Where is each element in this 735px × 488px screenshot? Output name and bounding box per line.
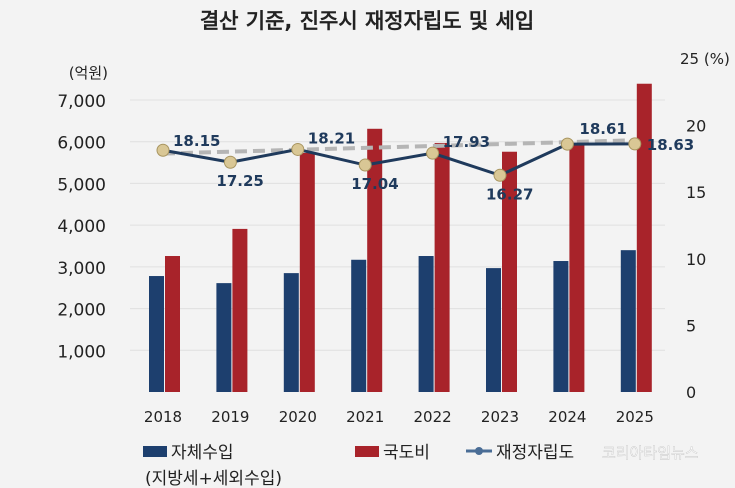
legend-marker-icon [475,447,483,455]
trendline [162,138,635,156]
bar-national-subsidy [502,151,517,392]
right-tick-label: 15 [686,183,706,202]
bar-own-revenue [283,273,299,392]
x-tick-label: 2025 [616,408,654,426]
left-axis-unit: (억원) [69,64,108,82]
data-label: 16.27 [486,185,533,203]
data-label: 17.93 [443,133,490,151]
legend: 자체수입 (지방세+세외수입) 국도비 재정자립도 [143,443,574,488]
right-axis-unit: 25 (%) [680,50,730,68]
data-label: 18.21 [308,129,355,147]
legend-swatch-national-subsidy [355,446,379,457]
bar-own-revenue [149,276,164,392]
bar-own-revenue [620,250,636,392]
bar-national-subsidy [434,142,450,392]
bar-national-subsidy [367,128,383,393]
left-tick-label: 5,000 [57,175,106,195]
right-tick-label: 0 [686,383,696,402]
x-tick-label: 2018 [144,408,182,426]
line-point [156,143,170,157]
line-point [223,155,237,169]
line-point [291,142,305,156]
bar-national-subsidy [636,83,652,392]
line-self-reliance [162,142,635,177]
legend-label-own-revenue-sub: (지방세+세외수입) [145,469,282,488]
data-label: 18.61 [579,120,626,138]
x-tick-label: 2022 [414,408,452,426]
bar-national-subsidy [299,152,315,392]
x-tick-label: 2024 [548,408,586,426]
right-tick-label: 5 [686,316,696,335]
x-tick-label: 2021 [346,408,384,426]
watermark-logo: 코리아타임뉴스 [602,444,699,462]
x-tick-label: 2019 [211,408,249,426]
left-tick-label: 6,000 [57,134,106,154]
bar-national-subsidy [569,143,585,392]
left-tick-label: 1,000 [57,342,106,362]
bar-national-subsidy [165,256,180,392]
bar-own-revenue [418,256,434,392]
line-point [493,168,507,182]
line-point [560,137,574,151]
bar-own-revenue [553,261,569,392]
bar-own-revenue [486,268,501,392]
legend-label-own-revenue: 자체수입 [171,443,234,463]
left-tick-label: 3,000 [57,259,106,279]
bar-national-subsidy [232,228,248,392]
line-point [426,146,440,160]
data-label: 17.25 [216,172,263,190]
line-point [358,158,372,172]
legend-label-self-reliance: 재정자립도 [496,443,574,463]
data-label: 17.04 [351,175,398,193]
left-tick-label: 4,000 [57,217,106,237]
left-tick-label: 7,000 [57,92,106,112]
legend-label-national-subsidy: 국도비 [383,443,430,463]
right-tick-label: 20 [686,117,706,136]
x-tick-label: 2020 [279,408,317,426]
bar-own-revenue [216,283,232,392]
data-label: 18.63 [647,136,694,154]
x-tick-label: 2023 [481,408,519,426]
data-label: 18.15 [173,132,220,150]
right-tick-label: 10 [686,250,706,269]
bar-own-revenue [351,259,367,392]
left-tick-label: 2,000 [57,301,106,321]
legend-swatch-own-revenue [143,446,167,457]
chart-title: 결산 기준, 진주시 재정자립도 및 세입 [200,9,534,33]
line-point [628,137,642,151]
